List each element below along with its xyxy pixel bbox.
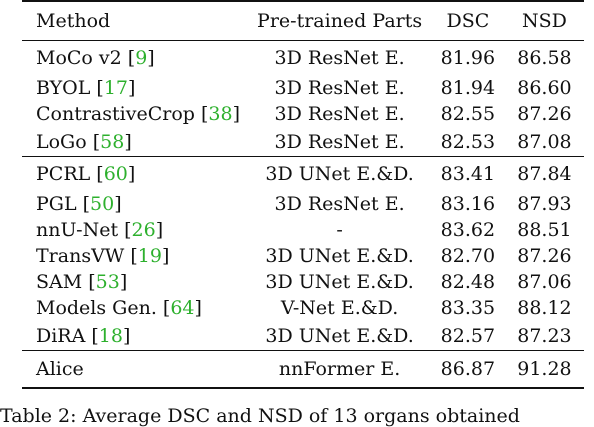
dsc-cell: 81.96 bbox=[440, 47, 496, 69]
nsd-cell: 86.60 bbox=[517, 77, 572, 99]
method-name: PCRL bbox=[36, 163, 91, 185]
parts-cell: 3D UNet E.&D. bbox=[248, 321, 431, 351]
parts-cell: 3D UNet E.&D. bbox=[265, 245, 414, 267]
nsd-cell: 87.26 bbox=[517, 103, 572, 125]
nsd-cell: 88.51 bbox=[517, 219, 572, 241]
method-name: Models Gen. bbox=[36, 297, 157, 319]
citation-link[interactable]: 60 bbox=[103, 163, 128, 185]
method-name: ContrastiveCrop bbox=[36, 103, 195, 125]
method-cell: BYOL [17] bbox=[36, 77, 136, 99]
nsd-cell: 88.12 bbox=[517, 297, 572, 319]
parts-cell: 3D ResNet E. bbox=[274, 103, 405, 125]
method-cell: MoCo v2 [9] bbox=[36, 47, 155, 69]
parts-cell: 3D ResNet E. bbox=[274, 193, 405, 215]
dsc-cell: 83.35 bbox=[440, 297, 496, 319]
citation-link[interactable]: 53 bbox=[95, 271, 120, 293]
header-dsc: DSC bbox=[430, 0, 505, 41]
citation-link[interactable]: 64 bbox=[170, 297, 195, 319]
parts-cell: V-Net E.&D. bbox=[280, 297, 399, 319]
nsd-cell: 87.84 bbox=[517, 163, 572, 185]
method-cell: ContrastiveCrop [38] bbox=[36, 103, 240, 125]
table-row: SAM [53] 3D UNet E.&D. 82.48 87.06 bbox=[22, 269, 584, 295]
table-row-ours: Alice nnFormer E. 86.87 91.28 bbox=[22, 350, 584, 389]
header-method: Method bbox=[22, 0, 249, 41]
table-row: ContrastiveCrop [38] 3D ResNet E. 82.55 … bbox=[22, 101, 584, 127]
method-cell: LoGo [58] bbox=[22, 127, 249, 157]
results-table: Method Pre-trained Parts DSC NSD MoCo v2… bbox=[22, 0, 584, 389]
method-name: DiRA bbox=[36, 324, 86, 347]
citation-link[interactable]: 19 bbox=[137, 245, 162, 267]
parts-cell: 3D UNet E.&D. bbox=[265, 271, 414, 293]
table-row: LoGo [58] 3D ResNet E. 82.53 87.08 bbox=[22, 127, 584, 157]
header-nsd: NSD bbox=[504, 0, 584, 41]
method-cell: TransVW [19] bbox=[36, 245, 170, 267]
citation-link[interactable]: 38 bbox=[208, 103, 233, 125]
method-cell: Models Gen. [64] bbox=[36, 297, 202, 319]
nsd-cell: 86.58 bbox=[517, 47, 572, 69]
dsc-cell: 82.57 bbox=[430, 321, 505, 351]
table-row: nnU-Net [26] - 83.62 88.51 bbox=[22, 217, 584, 243]
nsd-cell: 87.23 bbox=[504, 321, 584, 351]
dsc-cell-ours: 86.87 bbox=[430, 350, 505, 389]
dsc-cell: 82.70 bbox=[440, 245, 496, 267]
method-name: LoGo bbox=[36, 130, 87, 153]
method-name: SAM bbox=[36, 271, 83, 293]
header-pretrained-parts: Pre-trained Parts bbox=[248, 0, 431, 41]
dsc-cell: 83.16 bbox=[440, 193, 496, 215]
method-name: nnU-Net bbox=[36, 219, 119, 241]
method-name: BYOL bbox=[36, 77, 91, 99]
nsd-cell: 87.06 bbox=[517, 271, 572, 293]
nsd-cell: 87.93 bbox=[517, 193, 572, 215]
nsd-cell: 87.08 bbox=[504, 127, 584, 157]
dsc-cell: 82.53 bbox=[430, 127, 505, 157]
table-row: Models Gen. [64] V-Net E.&D. 83.35 88.12 bbox=[22, 295, 584, 321]
parts-cell: 3D UNet E.&D. bbox=[265, 163, 414, 185]
parts-cell: 3D ResNet E. bbox=[274, 47, 405, 69]
table-header-row: Method Pre-trained Parts DSC NSD bbox=[22, 0, 584, 41]
citation-link[interactable]: 18 bbox=[98, 324, 123, 347]
table-row: MoCo v2 [9] 3D ResNet E. 81.96 86.58 bbox=[22, 41, 584, 76]
parts-cell: - bbox=[336, 219, 343, 241]
method-cell: PCRL [60] bbox=[36, 163, 136, 185]
dsc-cell: 83.62 bbox=[440, 219, 496, 241]
dsc-cell: 82.55 bbox=[440, 103, 496, 125]
citation-link[interactable]: 9 bbox=[135, 47, 148, 69]
table-row: BYOL [17] 3D ResNet E. 81.94 86.60 bbox=[22, 75, 584, 101]
method-cell-ours: Alice bbox=[22, 350, 249, 389]
nsd-cell: 87.26 bbox=[517, 245, 572, 267]
method-cell: DiRA [18] bbox=[22, 321, 249, 351]
parts-cell: 3D ResNet E. bbox=[248, 127, 431, 157]
citation-link[interactable]: 58 bbox=[100, 130, 125, 153]
dsc-cell: 81.94 bbox=[440, 77, 496, 99]
method-name: PGL bbox=[36, 193, 77, 215]
parts-cell-ours: nnFormer E. bbox=[248, 350, 431, 389]
dsc-cell: 83.41 bbox=[440, 163, 496, 185]
citation-link[interactable]: 50 bbox=[90, 193, 115, 215]
table-row: DiRA [18] 3D UNet E.&D. 82.57 87.23 bbox=[22, 321, 584, 351]
table-caption: Table 2: Average DSC and NSD of 13 organ… bbox=[0, 405, 520, 427]
table-row: PCRL [60] 3D UNet E.&D. 83.41 87.84 bbox=[22, 157, 584, 192]
parts-cell: 3D ResNet E. bbox=[274, 77, 405, 99]
citation-link[interactable]: 17 bbox=[103, 77, 129, 99]
dsc-cell: 82.48 bbox=[440, 271, 496, 293]
method-cell: SAM [53] bbox=[36, 271, 128, 293]
method-name: MoCo v2 bbox=[36, 47, 122, 69]
method-name: TransVW bbox=[36, 245, 125, 267]
table-row: TransVW [19] 3D UNet E.&D. 82.70 87.26 bbox=[22, 243, 584, 269]
citation-link[interactable]: 26 bbox=[131, 219, 156, 241]
nsd-cell-ours: 91.28 bbox=[504, 350, 584, 389]
method-cell: PGL [50] bbox=[36, 193, 122, 215]
table-row: PGL [50] 3D ResNet E. 83.16 87.93 bbox=[22, 191, 584, 217]
method-cell: nnU-Net [26] bbox=[36, 219, 164, 241]
